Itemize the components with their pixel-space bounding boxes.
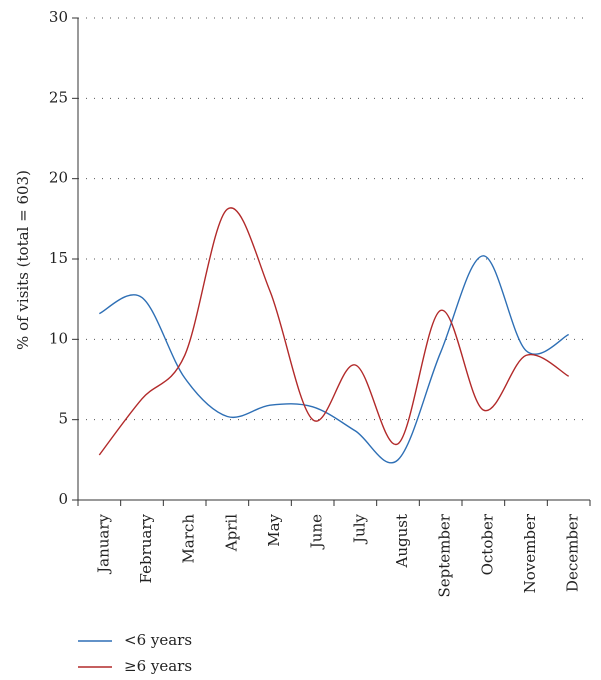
x-tick-label: September bbox=[436, 513, 454, 597]
legend-label-2: ≥6 years bbox=[124, 657, 192, 675]
x-tick-label: October bbox=[478, 513, 496, 575]
y-axis-title: % of visits (total = 603) bbox=[14, 170, 32, 350]
y-ticks: 0 5 10 15 20 25 30 bbox=[49, 8, 78, 508]
x-tick-label: November bbox=[521, 513, 539, 593]
series-line-1 bbox=[98, 255, 570, 464]
y-tick-label: 15 bbox=[49, 249, 68, 267]
y-tick-label: 30 bbox=[49, 8, 68, 26]
y-tick-label: 0 bbox=[58, 490, 68, 508]
x-tick-label: August bbox=[393, 514, 411, 568]
y-tick-label: 10 bbox=[49, 329, 68, 347]
x-tick-label: July bbox=[350, 513, 368, 544]
x-tick-label: March bbox=[180, 514, 198, 564]
y-tick-label: 20 bbox=[49, 169, 68, 187]
y-tick-label: 5 bbox=[58, 410, 68, 428]
gridlines bbox=[78, 17, 590, 421]
series-lines bbox=[98, 207, 570, 464]
x-tick-label: January bbox=[94, 513, 112, 574]
x-tick-label: April bbox=[222, 514, 240, 552]
x-tick-label: February bbox=[137, 513, 155, 583]
series-line-2 bbox=[98, 207, 570, 456]
legend-label-1: <6 years bbox=[124, 631, 192, 649]
x-tick-label: June bbox=[308, 514, 326, 550]
y-tick-label: 25 bbox=[49, 88, 68, 106]
legend: <6 years ≥6 years bbox=[78, 631, 192, 675]
x-ticks: January February March April May June July Augu… bbox=[77, 500, 591, 598]
x-tick-label: December bbox=[564, 513, 582, 592]
x-tick-label: May bbox=[265, 513, 283, 546]
